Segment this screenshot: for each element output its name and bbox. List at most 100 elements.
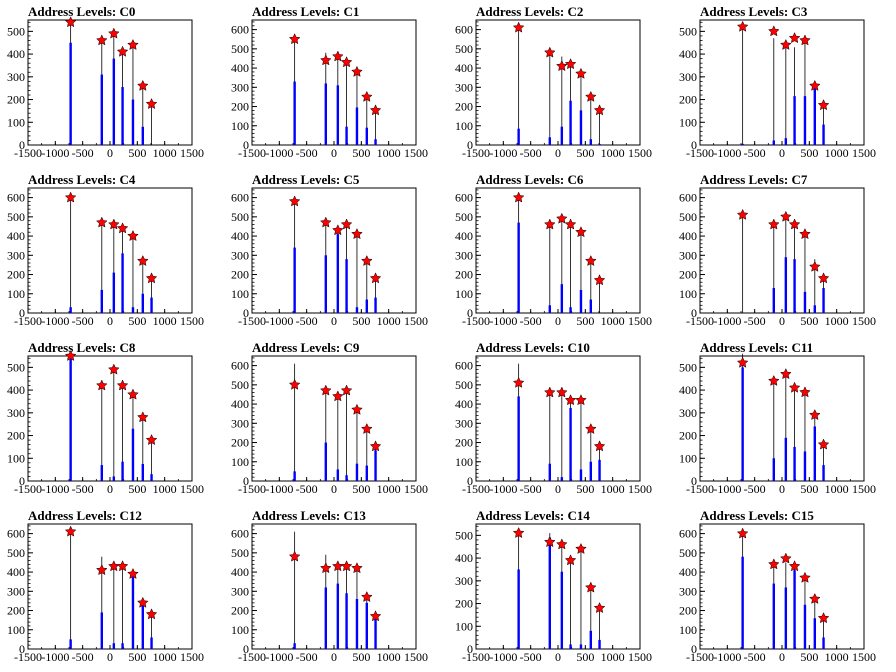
- chart-panel-1: Address Levels: C1 0 100 200 300 400 500 600 -15…: [231, 4, 428, 160]
- star-icon: [127, 567, 139, 579]
- chart-title: Address Levels: C5: [252, 172, 360, 187]
- x-tick-label: -1000: [41, 650, 69, 664]
- x-tick-label: 500: [352, 650, 370, 664]
- x-tick-label: -500: [744, 146, 766, 160]
- x-tick-label: 1000: [601, 314, 625, 328]
- x-tick-label: 500: [576, 482, 594, 496]
- y-tick-label: 200: [231, 100, 249, 114]
- star-icon: [127, 38, 139, 50]
- star-icon: [351, 562, 363, 574]
- y-tick-label: 500: [679, 546, 697, 560]
- bar: [803, 96, 807, 145]
- star-icon: [95, 379, 108, 391]
- star-icon: [95, 564, 108, 576]
- star-icon: [340, 384, 353, 396]
- star-icon: [575, 67, 587, 79]
- x-tick-label: -1500: [238, 314, 266, 328]
- bar: [121, 643, 124, 649]
- x-tick-label: -1500: [462, 482, 490, 496]
- x-tick-label: 1000: [601, 650, 625, 664]
- y-tick-label: 0: [691, 474, 697, 488]
- x-tick-label: 0: [107, 482, 113, 496]
- bar: [741, 367, 744, 481]
- bar: [100, 289, 103, 313]
- bar: [784, 587, 788, 649]
- bar: [150, 637, 153, 649]
- star-icon: [360, 422, 373, 435]
- plot-frame: [475, 187, 641, 314]
- y-tick-label: 200: [7, 268, 25, 282]
- x-tick-label: 500: [800, 146, 818, 160]
- bar: [548, 537, 551, 649]
- y-tick-label: 100: [679, 451, 697, 465]
- bar: [355, 107, 359, 145]
- star-icon: [788, 32, 801, 44]
- bar: [69, 42, 72, 145]
- y-tick-label: 400: [679, 383, 697, 397]
- bar: [293, 471, 296, 481]
- y-tick-label: 600: [231, 527, 249, 541]
- bar: [579, 644, 583, 649]
- star-icon: [564, 58, 577, 70]
- bar: [365, 602, 368, 649]
- x-tick-label: 1500: [852, 650, 876, 664]
- plot-frame: [699, 19, 865, 146]
- y-tick-label: 500: [455, 378, 473, 392]
- plot-frame: [27, 355, 193, 482]
- star-icon: [543, 536, 556, 548]
- star-icon: [808, 408, 821, 421]
- y-tick-label: 0: [243, 474, 249, 488]
- chart-title: Address Levels: C13: [252, 508, 366, 523]
- y-tick-label: 200: [231, 268, 249, 282]
- x-tick-label: -1500: [238, 482, 266, 496]
- y-tick-label: 400: [7, 383, 25, 397]
- x-tick-label: -1000: [265, 482, 293, 496]
- y-tick-label: 500: [679, 360, 697, 374]
- star-icon: [736, 208, 749, 220]
- x-tick-label: -1500: [14, 650, 42, 664]
- bar: [784, 437, 788, 481]
- y-tick-label: 200: [679, 604, 697, 618]
- bar: [813, 87, 816, 145]
- plot-frame: [27, 523, 193, 650]
- x-tick-label: -1000: [713, 482, 741, 496]
- x-tick-label: 1500: [628, 146, 652, 160]
- x-tick-label: 0: [107, 314, 113, 328]
- chart-title: Address Levels: C2: [476, 4, 583, 19]
- star-icon: [512, 526, 525, 539]
- y-tick-label: 0: [691, 138, 697, 152]
- star-icon: [799, 34, 811, 46]
- y-tick-label: 200: [7, 93, 25, 107]
- bar: [141, 293, 144, 313]
- x-tick-label: 1500: [180, 482, 204, 496]
- x-tick-label: -500: [744, 314, 766, 328]
- star-icon: [799, 228, 811, 240]
- x-tick-label: -500: [72, 482, 94, 496]
- star-icon: [556, 386, 568, 398]
- x-tick-label: 500: [128, 482, 146, 496]
- star-icon: [145, 272, 158, 284]
- y-tick-label: 200: [231, 436, 249, 450]
- y-tick-label: 300: [679, 70, 697, 84]
- x-tick-label: 500: [800, 650, 818, 664]
- bar: [365, 465, 368, 481]
- star-icon: [332, 390, 344, 402]
- chart-panel-8: Address Levels: C80100200300400500-1500-…: [7, 340, 204, 496]
- y-tick-label: 0: [691, 642, 697, 656]
- x-tick-label: -1500: [238, 146, 266, 160]
- y-tick-label: 200: [7, 604, 25, 618]
- star-icon: [127, 388, 139, 400]
- star-icon: [116, 379, 129, 391]
- bar: [772, 458, 775, 481]
- bar: [813, 305, 816, 313]
- x-tick-label: 1500: [628, 314, 652, 328]
- chart-title: Address Levels: C9: [252, 340, 360, 355]
- y-tick-label: 200: [679, 429, 697, 443]
- star-icon: [369, 440, 382, 452]
- x-tick-label: -500: [520, 482, 542, 496]
- y-tick-label: 500: [231, 378, 249, 392]
- star-icon: [64, 525, 77, 537]
- bar: [589, 461, 592, 481]
- bar: [548, 137, 551, 145]
- star-icon: [584, 581, 597, 593]
